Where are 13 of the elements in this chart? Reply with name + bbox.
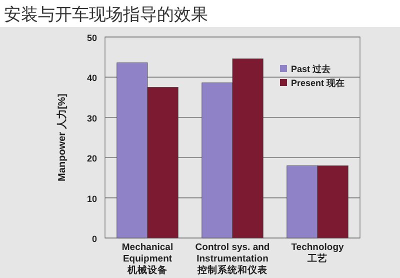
x-tick-label: Control sys. and Instrumentation 控制系统和仪表 — [195, 242, 270, 276]
x-tick-label: Technology 工艺 — [291, 242, 345, 264]
y-tick-label: 0 — [92, 234, 97, 244]
legend-label: Present 现在 — [291, 78, 345, 88]
y-tick-label: 30 — [86, 113, 97, 124]
y-tick-label: 50 — [86, 33, 97, 43]
y-tick-label: 10 — [86, 194, 97, 204]
y-tick-label: 40 — [86, 73, 97, 84]
y-axis-title: Manpower 人力[%] — [56, 94, 68, 182]
x-tick-label: Mechanical Equipment 机械设备 — [122, 242, 174, 276]
y-tick-label: 20 — [86, 154, 97, 164]
legend-label: Past 过去 — [291, 64, 331, 74]
chart-title: 安装与开车现场指导的效果 — [4, 5, 208, 25]
